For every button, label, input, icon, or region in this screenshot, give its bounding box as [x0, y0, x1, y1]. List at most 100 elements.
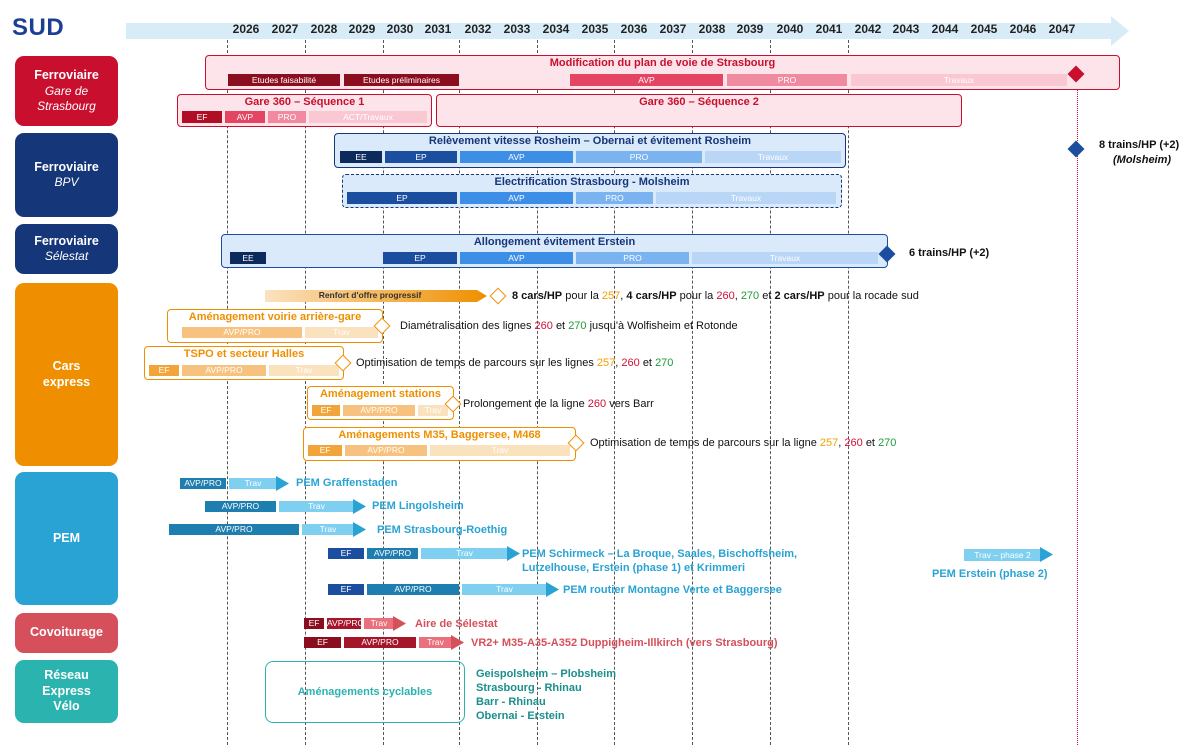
phase-ee: EE	[340, 151, 382, 163]
project-title: Gare 360 – Séquence 2	[639, 96, 759, 108]
pem-label: PEM Strasbourg-Roethig	[377, 524, 508, 536]
phase-avp: AVP	[460, 192, 573, 204]
velo-route: Strasbourg - Rhinau	[476, 682, 582, 694]
pem-label: PEM Erstein (phase 2)	[932, 568, 1048, 580]
phase-avp-pro: AVP/PRO	[367, 548, 418, 559]
category-ferroviaire-gare: Ferroviaire Gare de Strasbourg	[15, 56, 118, 126]
project-title: Gare 360 – Séquence 1	[244, 96, 365, 108]
arrow-end	[276, 476, 289, 491]
renfort-description: 8 cars/HP pour la 257, 4 cars/HP pour la…	[512, 290, 919, 302]
velo-route: Geispolsheim – Plobsheim	[476, 668, 616, 680]
project-title: Electrification Strasbourg - Molsheim	[494, 176, 690, 188]
phase-pro: PRO	[576, 151, 702, 163]
category-ferroviaire-bpv: Ferroviaire BPV	[15, 133, 118, 217]
category-title: Réseau Express Vélo	[42, 668, 91, 714]
arrow-end	[353, 499, 366, 514]
year-label: 2031	[424, 22, 452, 36]
phase-trav: Trav	[462, 584, 547, 595]
category-subtitle: Gare de Strasbourg	[37, 83, 96, 113]
phase-ep: EP	[385, 151, 457, 163]
milestone-sublabel: (Molsheim)	[1113, 154, 1172, 166]
gridline	[227, 40, 228, 745]
deadline-line	[1077, 74, 1078, 745]
phase-trav: Trav	[305, 327, 378, 338]
year-label: 2046	[1009, 22, 1037, 36]
phase-avp-pro: AVP/PRO	[182, 365, 266, 376]
phase-ef: EF	[328, 548, 364, 559]
phase-trav: Trav	[421, 548, 508, 559]
velo-route-list: Geispolsheim – Plobsheim Strasbourg - Rh…	[476, 667, 616, 723]
year-label: 2047	[1048, 22, 1076, 36]
arrow-end	[353, 522, 366, 537]
category-title: Cars express	[42, 358, 91, 389]
arrow-end	[451, 635, 464, 650]
phase-ef: EF	[182, 111, 222, 123]
year-label: 2039	[736, 22, 764, 36]
year-label: 2043	[892, 22, 920, 36]
project-title: Aménagement stations	[319, 388, 442, 400]
project-amenagements-cyclables: Aménagements cyclables	[265, 661, 465, 723]
phase-pro: PRO	[268, 111, 306, 123]
year-label: 2032	[464, 22, 492, 36]
phase-avp-pro: AVP/PRO	[345, 445, 427, 456]
phase-travaux: Travaux	[656, 192, 836, 204]
gridline	[848, 40, 849, 745]
milestone-diamond	[489, 287, 507, 305]
gridline	[459, 40, 460, 745]
phase-ef: EF	[328, 584, 364, 595]
category-title: PEM	[52, 530, 81, 545]
year-label: 2027	[271, 22, 299, 36]
renfort-label: Renfort d'offre progressif	[318, 290, 422, 300]
phase-trav: Trav	[418, 405, 448, 416]
phase-trav: Trav	[430, 445, 570, 456]
phase-ep: EP	[383, 252, 457, 264]
category-reseau-express-velo: Réseau Express Vélo	[15, 660, 118, 723]
arrow-end	[546, 582, 559, 597]
phase-pro: PRO	[727, 74, 847, 86]
phase-avp-pro: AVP/PRO	[182, 327, 302, 338]
year-label: 2028	[310, 22, 338, 36]
phase-avp-pro: AVP/PRO	[344, 637, 416, 648]
arrow-end	[507, 546, 520, 561]
phase-ef: EF	[304, 618, 324, 629]
phase-act-travaux: ACT/Travaux	[309, 111, 427, 123]
year-label: 2045	[970, 22, 998, 36]
phase-avp: AVP	[460, 151, 573, 163]
gridline	[614, 40, 615, 745]
category-subtitle: BPV	[54, 175, 79, 190]
phase-travaux: Travaux	[705, 151, 841, 163]
year-label: 2038	[698, 22, 726, 36]
category-title: Ferroviaire	[34, 68, 99, 83]
year-label: 2040	[776, 22, 804, 36]
project-gare360-sequence2: Gare 360 – Séquence 2	[436, 94, 962, 127]
phase-ef: EF	[149, 365, 179, 376]
milestone-diamond	[1067, 140, 1085, 158]
phase-etudes-faisabilite: Etudes faisabilité	[228, 74, 340, 86]
phase-ef: EF	[312, 405, 340, 416]
voirie-description: Diamétralisation des lignes 260 et 270 j…	[400, 320, 738, 332]
phase-avp-pro: AVP/PRO	[205, 501, 276, 512]
milestone-label: 8 trains/HP (+2)	[1099, 139, 1180, 151]
tspo-description: Optimisation de temps de parcours sur le…	[356, 357, 674, 369]
year-label: 2036	[620, 22, 648, 36]
velo-route: Obernai - Erstein	[476, 710, 565, 722]
velo-route: Barr - Rhinau	[476, 696, 546, 708]
gridline	[692, 40, 693, 745]
project-title: Aménagements M35, Baggersee, M468	[338, 429, 541, 441]
milestone-label: 6 trains/HP (+2)	[909, 247, 990, 259]
page-title: SUD	[12, 14, 65, 41]
year-label: 2026	[232, 22, 260, 36]
year-label: 2034	[542, 22, 570, 36]
phase-ef: EF	[304, 637, 341, 648]
category-title: Covoiturage	[30, 625, 103, 640]
phase-avp-pro: AVP/PRO	[367, 584, 459, 595]
project-title: Aménagement voirie arrière-gare	[188, 311, 362, 323]
phase-travaux: Travaux	[851, 74, 1067, 86]
phase-avp: AVP	[225, 111, 265, 123]
timeline-arrow	[126, 16, 1129, 46]
year-label: 2037	[659, 22, 687, 36]
phase-pro: PRO	[576, 252, 689, 264]
year-label: 2041	[815, 22, 843, 36]
phase-trav-phase2: Trav – phase 2	[964, 549, 1041, 561]
pem-label: PEM Graffenstaden	[296, 477, 398, 489]
